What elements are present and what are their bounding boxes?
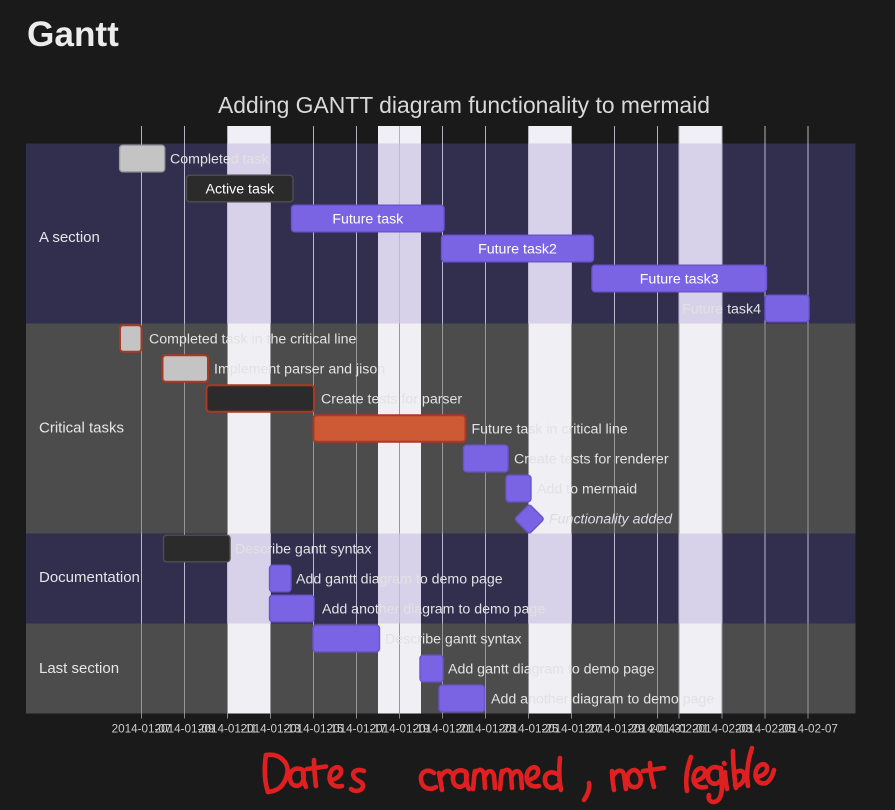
svg-text:Create tests for renderer: Create tests for renderer	[514, 452, 669, 468]
svg-text:Add another diagram to demo pa: Add another diagram to demo page	[491, 692, 714, 708]
svg-text:Active task: Active task	[205, 182, 275, 198]
svg-text:2014-02-05: 2014-02-05	[735, 723, 795, 736]
svg-text:2014-01-09: 2014-01-09	[155, 723, 215, 736]
svg-text:A section: A section	[39, 229, 100, 246]
svg-text:Future task: Future task	[332, 212, 404, 228]
svg-text:2014-01-23: 2014-01-23	[456, 723, 516, 736]
svg-text:Future task2: Future task2	[478, 242, 557, 258]
svg-text:2014-01-25: 2014-01-25	[499, 723, 559, 736]
svg-text:2014-01-15: 2014-01-15	[284, 723, 344, 736]
svg-text:Add another diagram to demo pa: Add another diagram to demo page	[322, 602, 545, 618]
svg-text:2014-02-01: 2014-02-01	[649, 723, 709, 736]
svg-text:2014-01-27: 2014-01-27	[542, 723, 602, 736]
svg-text:2014-01-31: 2014-01-31	[628, 723, 688, 736]
svg-text:2014-01-19: 2014-01-19	[370, 723, 430, 736]
svg-text:Completed task in the critical: Completed task in the critical line	[149, 332, 356, 348]
svg-text:Completed task: Completed task	[170, 152, 269, 168]
svg-text:2014-02-03: 2014-02-03	[692, 723, 752, 736]
svg-text:Create tests for parser: Create tests for parser	[321, 392, 462, 408]
svg-text:2014-01-17: 2014-01-17	[327, 723, 387, 736]
svg-text:Critical tasks: Critical tasks	[39, 420, 124, 437]
svg-text:2014-01-11: 2014-01-11	[198, 723, 257, 736]
svg-text:Add gantt diagram to demo page: Add gantt diagram to demo page	[296, 572, 503, 588]
svg-text:Future task3: Future task3	[640, 272, 719, 288]
svg-text:Functionality added: Functionality added	[549, 512, 673, 528]
svg-text:Describe gantt syntax: Describe gantt syntax	[385, 632, 521, 648]
svg-text:Add to mermaid: Add to mermaid	[537, 482, 637, 498]
svg-text:Documentation: Documentation	[39, 569, 140, 586]
svg-text:Gantt: Gantt	[27, 15, 119, 54]
svg-text:2014-01-13: 2014-01-13	[241, 723, 301, 736]
svg-text:Implement parser and jison: Implement parser and jison	[214, 362, 385, 378]
svg-text:2014-01-07: 2014-01-07	[112, 723, 172, 736]
svg-text:2014-01-21: 2014-01-21	[413, 723, 473, 736]
svg-text:Add gantt diagram to demo page: Add gantt diagram to demo page	[448, 662, 655, 678]
svg-text:Adding GANTT diagram functiona: Adding GANTT diagram functionality to me…	[218, 92, 710, 118]
svg-text:Future task in critical line: Future task in critical line	[472, 422, 628, 438]
svg-text:Last section: Last section	[39, 660, 119, 677]
svg-text:2014-02-07: 2014-02-07	[778, 723, 838, 736]
svg-text:Describe gantt syntax: Describe gantt syntax	[235, 542, 371, 558]
svg-text:2014-01-29: 2014-01-29	[585, 723, 645, 736]
svg-text:Future task4: Future task4	[682, 302, 761, 318]
